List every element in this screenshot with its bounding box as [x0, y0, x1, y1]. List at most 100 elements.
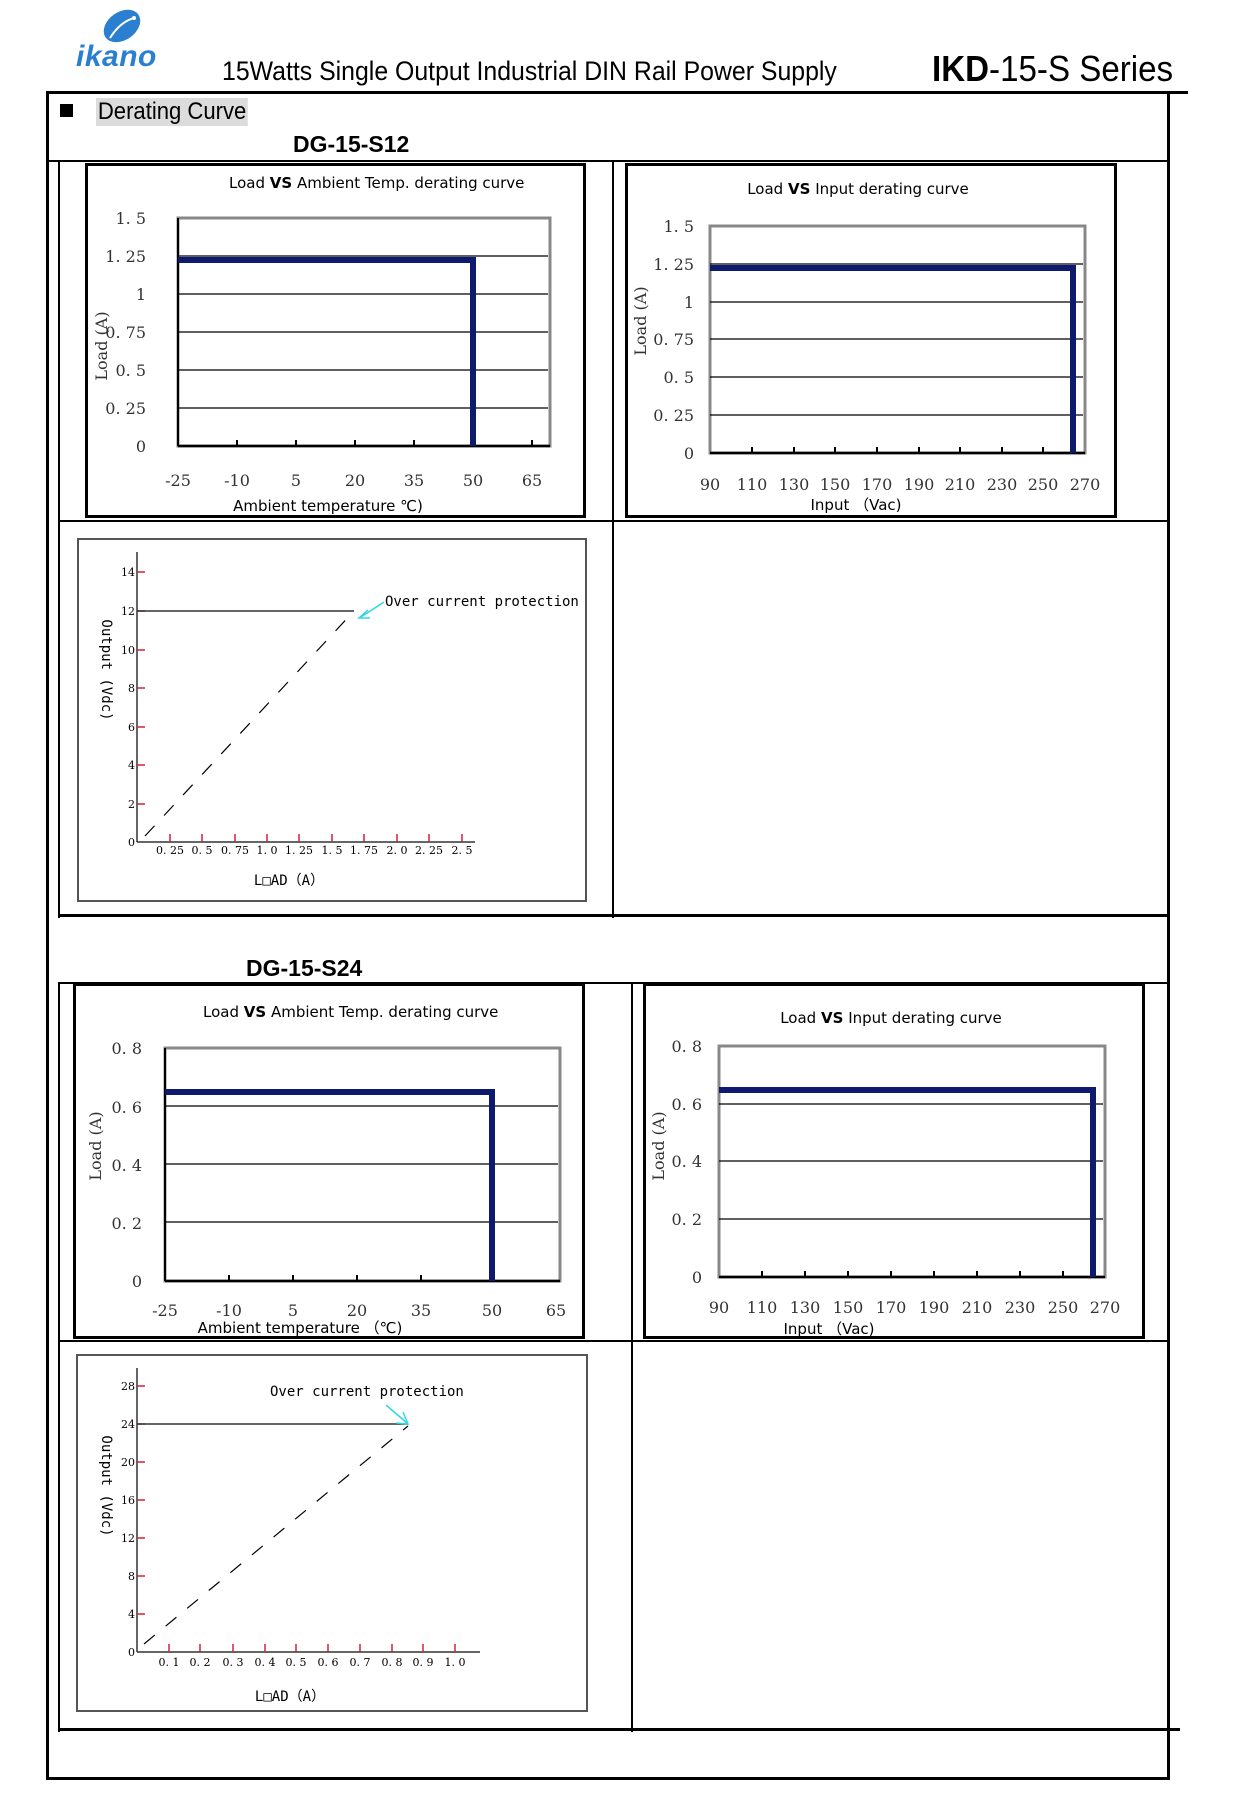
svg-text:0. 2: 0. 2 — [111, 1214, 142, 1233]
x-axis-label: Ambient temperature ℃) — [233, 497, 423, 515]
ocp-foldback-line — [144, 610, 355, 837]
document-title: 15Watts Single Output Industrial DIN Rai… — [222, 56, 837, 86]
svg-text:0: 0 — [692, 1268, 702, 1287]
y-axis-label: Load (A) — [631, 286, 650, 355]
svg-text:250: 250 — [1048, 1298, 1079, 1317]
svg-text:0. 25: 0. 25 — [653, 406, 694, 425]
svg-text:110: 110 — [747, 1298, 778, 1317]
ocp-arrow-icon — [360, 601, 385, 618]
svg-text:150: 150 — [833, 1298, 864, 1317]
svg-text:0. 1: 0. 1 — [159, 1656, 180, 1669]
svg-text:0. 75: 0. 75 — [653, 330, 694, 349]
svg-text:0. 7: 0. 7 — [350, 1656, 371, 1669]
svg-text:1. 25: 1. 25 — [285, 844, 313, 857]
svg-text:2. 5: 2. 5 — [452, 844, 473, 857]
svg-text:150: 150 — [820, 475, 851, 494]
svg-text:130: 130 — [790, 1298, 821, 1317]
svg-text:190: 190 — [904, 475, 935, 494]
svg-text:-10: -10 — [216, 1301, 242, 1320]
svg-text:1. 0: 1. 0 — [257, 844, 278, 857]
svg-text:0: 0 — [128, 1646, 135, 1659]
chart-s24-load-vs-temp: Load VS Ambient Temp. derating curve 0 0… — [73, 983, 585, 1339]
svg-text:10: 10 — [121, 644, 135, 657]
svg-text:0. 8: 0. 8 — [111, 1039, 142, 1058]
series-title-rest: -15-S Series — [989, 48, 1174, 89]
svg-text:0: 0 — [128, 836, 135, 849]
svg-text:210: 210 — [945, 475, 976, 494]
svg-text:1: 1 — [136, 285, 146, 304]
logo-text: ikano — [76, 40, 157, 73]
svg-text:0: 0 — [136, 437, 146, 456]
page-frame — [46, 92, 1170, 1780]
svg-text:0. 25: 0. 25 — [156, 844, 184, 857]
svg-text:5: 5 — [288, 1301, 298, 1320]
table-rule — [58, 914, 1170, 917]
svg-text:5: 5 — [291, 471, 301, 490]
svg-text:270: 270 — [1070, 475, 1101, 494]
svg-text:170: 170 — [876, 1298, 907, 1317]
table-rule — [58, 520, 1170, 522]
chart-title: Load VS Input derating curve — [747, 180, 969, 198]
section-bullet-icon — [60, 104, 73, 117]
svg-text:-10: -10 — [224, 471, 250, 490]
model-title-s24: DG-15-S24 — [246, 955, 363, 981]
y-axis-label: Output (Vdc) — [98, 1435, 114, 1536]
derating-curve — [719, 1087, 1096, 1277]
ocp-foldback-line — [143, 1425, 409, 1645]
chart-s12-load-vs-temp: Load VS Ambient Temp. derating curve 0 0… — [85, 163, 586, 518]
table-rule — [46, 160, 1170, 162]
series-title-bold: IKD — [932, 48, 990, 89]
svg-text:2. 25: 2. 25 — [415, 844, 443, 857]
derating-curve — [178, 257, 476, 446]
svg-text:0. 4: 0. 4 — [671, 1152, 702, 1171]
svg-text:270: 270 — [1090, 1298, 1121, 1317]
table-rule — [612, 160, 614, 918]
svg-text:0. 6: 0. 6 — [111, 1098, 142, 1117]
svg-text:-25: -25 — [152, 1301, 178, 1320]
svg-text:0. 9: 0. 9 — [413, 1656, 434, 1669]
svg-text:0. 6: 0. 6 — [671, 1095, 702, 1114]
x-axis-label: Ambient temperature （℃) — [198, 1319, 403, 1337]
ikano-logo: ikano — [70, 8, 180, 78]
chart-s12-ocp: Over current protection 0 2 4 6 8 10 12 … — [77, 538, 587, 902]
svg-text:0. 2: 0. 2 — [671, 1210, 702, 1229]
svg-text:35: 35 — [411, 1301, 431, 1320]
chart-s24-ocp: Over current protection 0 4 8 12 16 20 2… — [76, 1354, 588, 1712]
y-axis-label: Load (A) — [86, 1111, 105, 1180]
svg-text:6: 6 — [128, 721, 135, 734]
svg-text:16: 16 — [121, 1494, 135, 1507]
chart-s12-load-vs-input: Load VS Input derating curve 0 0. 25 0. … — [625, 163, 1117, 518]
svg-text:20: 20 — [347, 1301, 367, 1320]
svg-text:1. 5: 1. 5 — [322, 844, 343, 857]
svg-text:0. 4: 0. 4 — [111, 1156, 142, 1175]
svg-text:1. 25: 1. 25 — [105, 247, 146, 266]
svg-text:90: 90 — [700, 475, 720, 494]
table-rule — [58, 1340, 1170, 1342]
model-title-s12: DG-15-S12 — [293, 131, 410, 157]
svg-text:110: 110 — [737, 475, 768, 494]
svg-text:4: 4 — [128, 1608, 135, 1621]
svg-text:0. 5: 0. 5 — [286, 1656, 307, 1669]
table-rule — [58, 982, 60, 1732]
table-rule — [58, 1728, 1180, 1731]
table-rule — [58, 982, 1170, 984]
svg-text:0. 8: 0. 8 — [382, 1656, 403, 1669]
x-axis-label: Input （Vac) — [784, 1320, 875, 1338]
svg-text:50: 50 — [463, 471, 483, 490]
svg-text:1. 75: 1. 75 — [350, 844, 378, 857]
table-rule — [631, 982, 633, 1732]
svg-text:0. 75: 0. 75 — [221, 844, 249, 857]
svg-text:-25: -25 — [165, 471, 191, 490]
svg-text:2. 0: 2. 0 — [387, 844, 408, 857]
svg-text:50: 50 — [482, 1301, 502, 1320]
svg-text:0: 0 — [132, 1272, 142, 1291]
svg-text:0. 5: 0. 5 — [663, 368, 694, 387]
svg-text:230: 230 — [987, 475, 1018, 494]
svg-text:230: 230 — [1005, 1298, 1036, 1317]
logo-swoosh-icon — [103, 9, 141, 43]
svg-text:4: 4 — [128, 759, 135, 772]
chart-title: Load VS Ambient Temp. derating curve — [203, 1003, 498, 1021]
svg-text:65: 65 — [522, 471, 542, 490]
svg-text:90: 90 — [709, 1298, 729, 1317]
chart-title: Load VS Ambient Temp. derating curve — [229, 174, 524, 192]
